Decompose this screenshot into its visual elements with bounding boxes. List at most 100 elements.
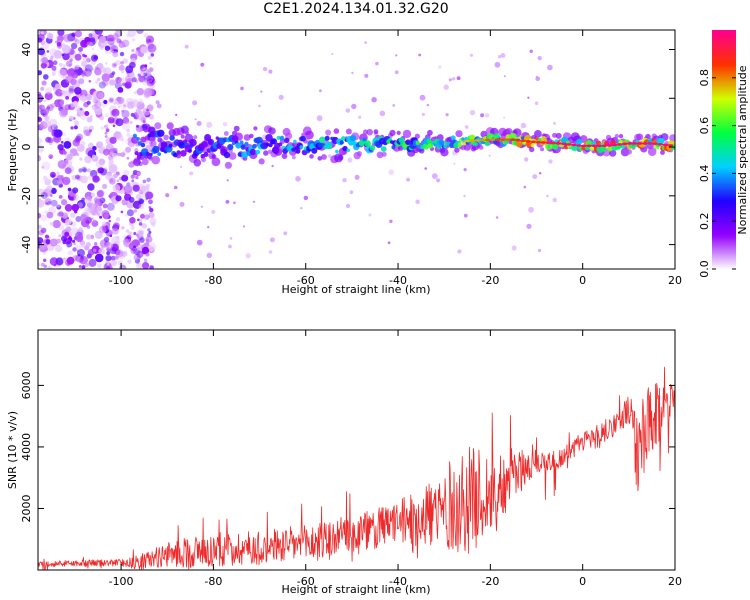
noise-blob — [119, 51, 125, 57]
noise-blob — [111, 62, 118, 68]
faint-dot — [389, 219, 393, 223]
faint-dot — [300, 207, 303, 210]
x-tick-label: -100 — [109, 575, 134, 588]
noise-blob — [126, 103, 132, 109]
colorbar-band — [712, 59, 736, 63]
ridge-halo — [193, 135, 198, 140]
noise-blob — [74, 39, 80, 44]
noise-blob — [121, 70, 125, 74]
noise-blob — [72, 247, 77, 252]
ridge-point — [457, 142, 462, 147]
ridge-point — [189, 138, 197, 147]
noise-blob — [41, 56, 49, 64]
ridge-halo — [414, 133, 420, 139]
faint-dot — [528, 206, 534, 213]
noise-blob — [97, 213, 101, 217]
faint-dot — [480, 113, 485, 118]
ridge-point — [157, 152, 162, 157]
ridge-point — [493, 140, 498, 145]
noise-blob — [123, 184, 133, 194]
noise-blob — [40, 62, 47, 69]
noise-blob — [138, 98, 143, 103]
ridge-point — [576, 138, 583, 145]
faint-dot — [189, 171, 194, 176]
ridge-point — [509, 132, 517, 141]
noise-blob — [146, 187, 150, 191]
noise-blob — [122, 58, 128, 64]
noise-blob — [96, 263, 102, 269]
x-tick-label: -40 — [389, 274, 407, 287]
noise-blob — [78, 78, 85, 85]
ridge-halo — [356, 151, 362, 157]
ridge-point — [461, 137, 465, 141]
ridge-point — [207, 138, 214, 146]
noise-blob — [98, 158, 106, 166]
noise-blob — [137, 218, 140, 222]
ridge-point — [276, 135, 281, 140]
colorbar-band — [712, 243, 736, 246]
colorbar-band — [712, 55, 736, 59]
ridge-point — [551, 143, 559, 150]
noise-blob — [132, 38, 136, 42]
colorbar-band — [712, 197, 736, 200]
ridge-point — [255, 149, 261, 155]
noise-blob — [86, 168, 91, 173]
noise-blob — [97, 78, 101, 81]
ridge-point — [530, 143, 535, 148]
noise-blob — [110, 259, 117, 267]
noise-blob — [86, 100, 91, 105]
spectrogram-x-axis-label: Height of straight line (km) — [281, 283, 430, 296]
noise-blob — [44, 178, 51, 186]
noise-blob — [65, 226, 72, 233]
y-tick-label: -40 — [20, 236, 33, 254]
noise-blob — [140, 101, 143, 105]
noise-blob — [58, 211, 64, 217]
noise-blob — [102, 203, 108, 209]
colorbar-band — [712, 103, 736, 107]
noise-blob — [65, 218, 72, 226]
noise-blob — [110, 45, 119, 54]
ridge-peak — [479, 138, 486, 142]
noise-blob — [92, 146, 97, 151]
noise-blob — [102, 183, 108, 189]
faint-dot — [368, 213, 372, 217]
noise-blob — [64, 151, 74, 161]
noise-blob — [68, 63, 72, 67]
noise-blob — [125, 229, 130, 233]
ridge-point — [339, 140, 344, 145]
noise-blob — [78, 46, 83, 52]
ridge-halo — [151, 155, 160, 165]
noise-blob — [137, 247, 141, 251]
noise-blob — [126, 209, 134, 217]
noise-blob — [64, 204, 73, 212]
noise-blob — [80, 39, 89, 48]
noise-blob — [117, 152, 121, 157]
snr-y-ticks: 2000 4000 6000 — [20, 371, 675, 522]
noise-blob — [109, 79, 116, 86]
noise-blob — [145, 252, 150, 257]
ridge-point — [450, 135, 456, 141]
colorbar-band — [712, 83, 736, 87]
ridge-point — [252, 143, 257, 149]
faint-dot — [268, 250, 273, 254]
noise-blob — [115, 235, 120, 240]
noise-blob — [82, 168, 87, 173]
ridge-halo — [151, 137, 156, 142]
colorbar-tick-label: 0.8 — [698, 69, 711, 87]
noise-blob — [87, 183, 95, 191]
faint-dot — [226, 179, 229, 182]
colorbar-band — [712, 247, 736, 250]
noise-blob — [124, 213, 128, 217]
noise-blob — [137, 73, 141, 77]
noise-blob — [74, 64, 80, 70]
ridge-point — [299, 145, 304, 150]
faint-dot — [379, 110, 386, 117]
ridge-peak — [652, 142, 658, 145]
faint-dot — [206, 252, 212, 258]
faint-dot — [548, 159, 553, 164]
noise-blob — [145, 183, 151, 188]
faint-dot — [258, 104, 261, 108]
noise-blob — [45, 136, 52, 143]
noise-blob — [104, 50, 109, 54]
faint-dot — [142, 127, 146, 131]
